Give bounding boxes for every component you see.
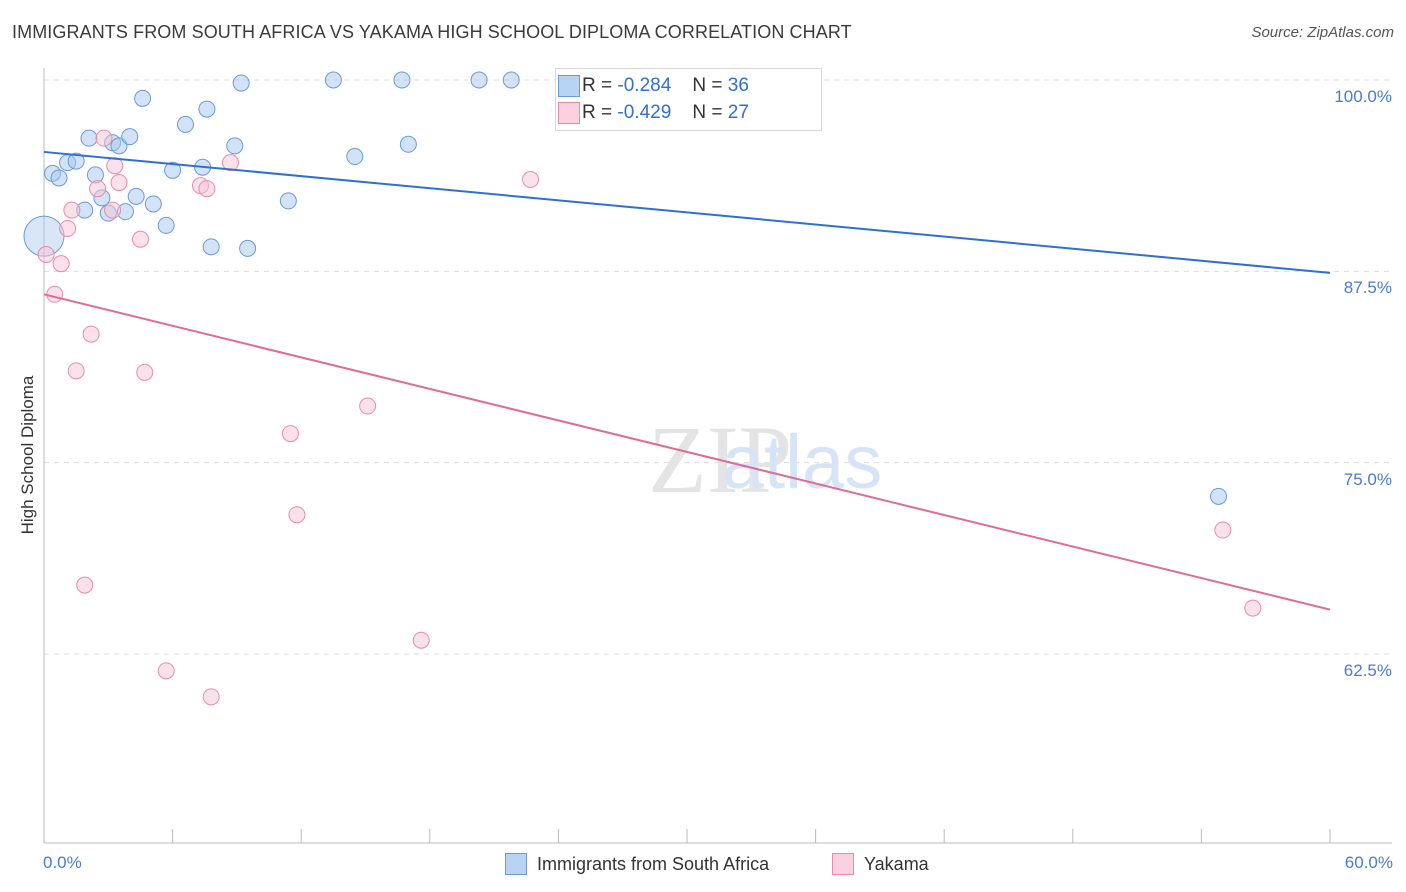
south-africa-point — [239, 239, 257, 257]
south-africa-point — [80, 129, 98, 147]
n-value: 27 — [727, 102, 749, 123]
yakama-point — [131, 230, 149, 248]
south-africa-point — [502, 71, 520, 89]
correlation-legend: R = -0.284 N = 36 R = -0.429 N = 27 — [555, 68, 822, 131]
yakama-point — [37, 245, 55, 263]
trend-lines — [43, 150, 1331, 611]
yakama-trend-line — [43, 293, 1331, 611]
y-tick-label: 87.5% — [1343, 278, 1392, 298]
yakama-point — [281, 425, 299, 443]
south-africa-point — [226, 137, 244, 155]
yakama-point — [46, 285, 64, 303]
x-tick-label-max: 60.0% — [1344, 853, 1393, 872]
legend-row-south-africa: R = -0.284 N = 36 — [558, 75, 749, 97]
south-africa-point — [127, 187, 145, 205]
south-africa-point — [67, 152, 85, 170]
south-africa-point — [198, 100, 216, 118]
south-africa-point — [144, 195, 162, 213]
legend-row-yakama: R = -0.429 N = 27 — [558, 102, 749, 124]
bottom-legend-south-africa: Immigrants from South Africa — [505, 852, 769, 876]
yakama-point — [1214, 521, 1232, 539]
yakama-point — [198, 180, 216, 198]
bottom-legend-swatch-pink — [832, 853, 854, 875]
r-label: R = — [582, 102, 613, 123]
yakama-point — [1244, 599, 1262, 617]
gridlines — [44, 79, 1392, 655]
n-label: N = — [692, 102, 723, 123]
yakama-point — [59, 219, 77, 237]
bottom-legend-swatch-blue — [505, 853, 527, 875]
y-tick-label: 62.5% — [1343, 661, 1392, 680]
watermark-atlas: atlas — [722, 420, 883, 505]
yakama-point — [288, 506, 306, 524]
south-africa-point — [176, 115, 194, 133]
yakama-point — [52, 255, 70, 273]
yakama-point — [95, 129, 113, 147]
yakama-point — [412, 631, 430, 649]
south-africa-point — [232, 74, 250, 92]
yakama-point — [104, 201, 122, 219]
yakama-point — [136, 363, 154, 381]
south-africa-point — [399, 135, 417, 153]
south-africa-point — [1210, 487, 1228, 505]
yakama-point — [76, 576, 94, 594]
y-tick-label: 100.0% — [1334, 87, 1392, 106]
x-tick-label-min: 0.0% — [43, 853, 82, 872]
r-value: -0.284 — [617, 75, 672, 96]
n-label: N = — [692, 75, 723, 96]
r-label: R = — [582, 75, 613, 96]
south-africa-point — [157, 216, 175, 234]
south-africa-point — [346, 148, 364, 166]
south-africa-point — [164, 161, 182, 179]
axes — [43, 68, 1392, 844]
yakama-point — [221, 154, 239, 172]
yakama-point — [89, 180, 107, 198]
yakama-point — [359, 397, 377, 415]
south-africa-trend-line — [43, 150, 1331, 274]
yakama-point — [522, 170, 540, 188]
yakama-point — [63, 201, 81, 219]
series-name: Yakama — [864, 853, 929, 874]
south-africa-point — [134, 89, 152, 107]
south-africa-point — [279, 192, 297, 210]
y-tick-label: 75.0% — [1343, 469, 1392, 489]
series-name: Immigrants from South Africa — [537, 853, 770, 874]
r-value: -0.429 — [617, 102, 672, 123]
yakama-point — [202, 688, 220, 706]
south-africa-point — [50, 169, 68, 187]
bottom-legend-yakama: Yakama — [832, 852, 929, 876]
yakama-point — [110, 174, 128, 192]
legend-swatch-blue — [558, 75, 580, 97]
south-africa-point — [393, 71, 411, 89]
source-label: Source: ZipAtlas.com — [1251, 24, 1394, 41]
legend-swatch-pink — [558, 102, 580, 124]
yakama-point — [82, 325, 100, 343]
chart-title: IMMIGRANTS FROM SOUTH AFRICA VS YAKAMA H… — [12, 22, 852, 42]
south-africa-point — [121, 128, 139, 146]
south-africa-point — [324, 71, 342, 89]
yakama-point — [67, 362, 85, 380]
yakama-point — [157, 662, 175, 680]
south-africa-point — [470, 71, 488, 89]
n-value: 36 — [727, 75, 749, 96]
south-africa-point — [202, 238, 220, 256]
